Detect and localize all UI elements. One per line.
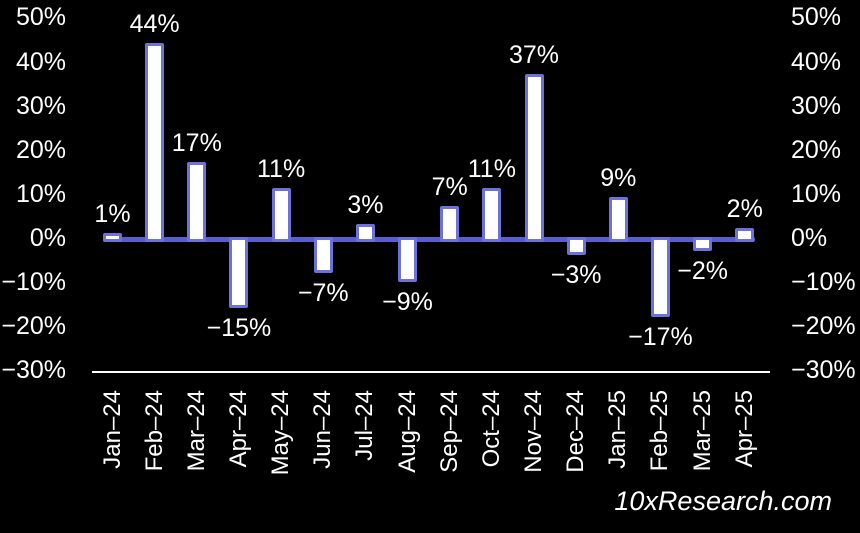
- bar-value-label: 2%: [726, 195, 763, 224]
- bar-value-label: −17%: [628, 323, 693, 351]
- bar-Sep–24: [440, 206, 460, 242]
- zero-axis-line: [103, 237, 755, 242]
- x-tick-label: Jan–25: [604, 390, 632, 469]
- x-tick-label: Apr–24: [224, 390, 252, 468]
- bar-value-label: 37%: [508, 40, 560, 69]
- y-tick-label-left: −10%: [1, 268, 66, 297]
- y-tick-label-right: −10%: [791, 268, 856, 297]
- x-tick-label: Jul–24: [351, 390, 379, 461]
- x-tick-label: Nov–24: [520, 390, 547, 473]
- bar-Oct–24: [482, 188, 502, 242]
- bar-value-label: 9%: [600, 164, 637, 193]
- x-tick-label: May–24: [267, 390, 295, 476]
- x-tick-label: Mar–25: [688, 390, 716, 472]
- bar-Mar–25: [693, 237, 713, 251]
- y-tick-label-left: 20%: [15, 135, 66, 164]
- bar-value-label: 11%: [257, 155, 306, 184]
- bar-Feb–24: [145, 42, 165, 242]
- y-tick-label-left: −20%: [1, 312, 66, 341]
- y-tick-label-left: 0%: [29, 224, 66, 252]
- bar-Jun–24: [313, 237, 333, 273]
- bar-Jul–24: [355, 223, 375, 242]
- bar-Apr–25: [735, 228, 755, 242]
- bar-Aug–24: [398, 237, 418, 282]
- x-tick-label: Jan–24: [98, 390, 126, 469]
- y-tick-label-right: 20%: [791, 135, 842, 164]
- x-tick-label: Sep–24: [435, 390, 463, 473]
- y-tick-label-right: 40%: [791, 47, 842, 76]
- bar-May–24: [271, 188, 291, 242]
- bar-value-label: 3%: [347, 190, 384, 219]
- x-axis-line: [92, 371, 770, 373]
- y-tick-label-right: −20%: [791, 312, 856, 341]
- bar-Feb–25: [650, 237, 670, 317]
- y-tick-label-right: 50%: [791, 3, 842, 32]
- y-tick-label-right: 0%: [791, 224, 828, 252]
- bar-value-label: −3%: [550, 261, 602, 290]
- y-tick-label-left: 50%: [15, 3, 66, 32]
- bar-Mar–24: [187, 161, 207, 242]
- x-tick-label: Apr–25: [730, 390, 758, 468]
- bar-Nov–24: [524, 73, 544, 242]
- bar-value-label: −15%: [206, 314, 272, 343]
- y-tick-label-left: 30%: [15, 91, 66, 120]
- x-tick-label: Feb–24: [140, 390, 168, 472]
- y-tick-label-right: 10%: [791, 179, 842, 208]
- y-tick-label-left: 40%: [15, 47, 66, 76]
- bar-Dec–24: [566, 237, 586, 256]
- y-tick-label-left: −30%: [1, 356, 66, 385]
- y-tick-label-left: 10%: [15, 179, 66, 208]
- x-tick-label: Mar–24: [182, 390, 210, 472]
- y-tick-label-right: −30%: [791, 356, 856, 385]
- y-tick-label-right: 30%: [791, 91, 842, 120]
- x-tick-label: Jun–24: [309, 390, 337, 469]
- bar-Apr–24: [229, 237, 249, 309]
- watermark: 10xResearch.com: [614, 486, 832, 516]
- bar-Jan–24: [103, 232, 122, 242]
- bar-Jan–25: [608, 197, 628, 242]
- x-tick-label: Aug–24: [393, 390, 421, 473]
- bar-value-label: −9%: [382, 287, 433, 316]
- x-tick-label: Feb–25: [646, 390, 674, 472]
- bar-value-label: −7%: [297, 278, 349, 307]
- x-tick-label: Oct–24: [477, 390, 505, 468]
- bar-value-label: 44%: [129, 9, 180, 38]
- x-tick-label: Dec–24: [562, 390, 590, 473]
